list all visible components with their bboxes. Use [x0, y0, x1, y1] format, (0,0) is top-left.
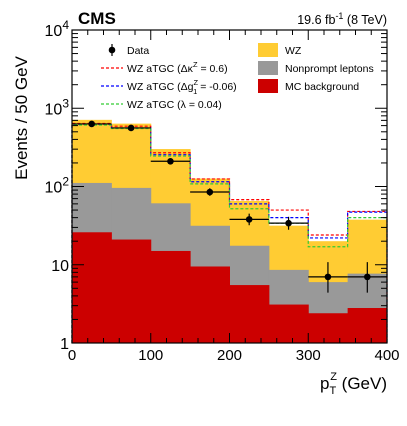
data-point-5: [285, 219, 292, 227]
lumi-value: 19.6 fb: [297, 13, 335, 27]
legend-data-label: Data: [127, 45, 149, 57]
legend-label-wz: WZ: [285, 45, 302, 57]
legend-swatch-mc-background: [258, 79, 278, 93]
data-point-7: [364, 273, 371, 281]
x-tick-label-3: 300: [296, 347, 321, 364]
data-point-3: [206, 188, 214, 196]
bar-mc-background-bin-6: [308, 313, 349, 343]
bar-mc-background-bin-5: [268, 304, 309, 343]
legend-label-mc-background: MC background: [285, 81, 359, 93]
x-tick-label-1: 100: [138, 347, 163, 364]
data-point-6: [324, 273, 332, 281]
legend-swatch-nonprompt-leptons: [258, 61, 278, 75]
bar-mc-background-bin-0: [72, 232, 112, 343]
x-tick-label-2: 200: [217, 347, 242, 364]
legend: Data WZ aTGC (ΔκZ = 0.6) WZ aTGC (ΔgZ 1 = -…: [101, 43, 374, 111]
lumi-energy: (8 TeV): [343, 13, 387, 27]
x-axis-label-unit: (GeV): [337, 374, 387, 393]
y-tick-label-0: 1: [60, 336, 69, 353]
x-axis-label-main: p: [320, 374, 329, 393]
legend-swatch-wz: [258, 43, 278, 57]
x-axis-label-sub: T: [329, 385, 336, 397]
legend-data-marker: [108, 46, 116, 54]
data-point-4: [245, 216, 253, 223]
lumi-exponent: -1: [335, 11, 343, 21]
bar-mc-background-bin-2: [150, 250, 191, 343]
data-point-1: [127, 124, 135, 132]
y-tick-label-2: 102: [45, 175, 70, 197]
y-tick-label-1: 10: [51, 258, 69, 275]
legend-atgc-label-1: WZ aTGC (ΔgZ 1 = -0.06): [127, 78, 237, 96]
data-point-0: [88, 120, 95, 128]
cms-label: CMS: [78, 9, 116, 28]
x-axis-label: pTZ (GeV): [320, 371, 387, 397]
data-point-2: [167, 157, 174, 165]
y-axis-label: Events / 50 GeV: [12, 55, 31, 179]
bar-mc-background-bin-1: [111, 239, 152, 343]
legend-label-nonprompt-leptons: Nonprompt leptons: [285, 63, 374, 75]
plot-layer: 0 100 200 300 400 1 10 102 103 104: [45, 18, 400, 364]
bar-mc-background-bin-3: [190, 266, 230, 343]
y-tick-label-4: 104: [45, 18, 70, 40]
bar-mc-background-bin-4: [229, 285, 270, 343]
x-tick-label-4: 400: [374, 347, 399, 364]
legend-atgc-label-2: WZ aTGC (λ = 0.04): [127, 99, 222, 111]
bar-mc-background-bin-7: [347, 308, 388, 343]
y-tick-label-3: 103: [45, 96, 70, 118]
x-tick-label-0: 0: [68, 347, 76, 364]
x-axis-label-sup: Z: [330, 371, 337, 383]
legend-atgc-label-0: WZ aTGC (ΔκZ = 0.6): [127, 60, 228, 75]
lumi-label: 19.6 fb-1 (8 TeV): [297, 11, 387, 27]
